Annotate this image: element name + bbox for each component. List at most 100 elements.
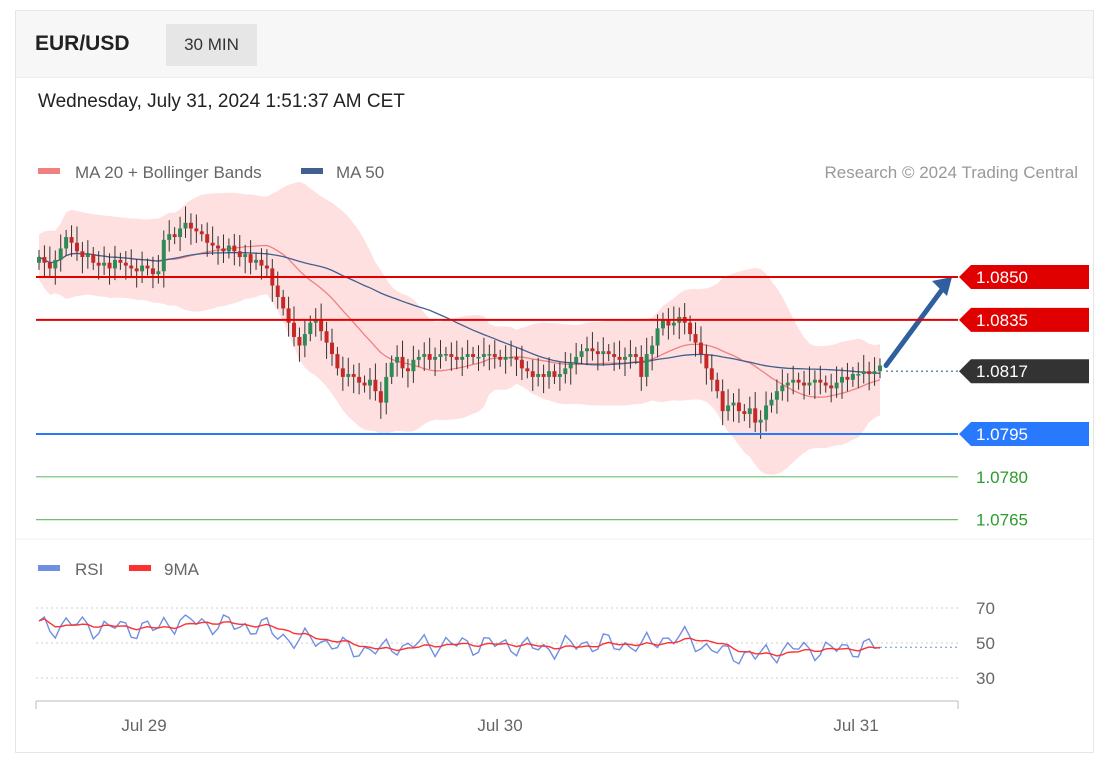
rsi-line: [38, 614, 881, 665]
candle-body: [400, 356, 405, 369]
candle: [471, 346, 476, 365]
candle-body: [650, 345, 655, 355]
candle: [112, 245, 117, 281]
candle: [525, 361, 530, 379]
candle: [292, 306, 297, 347]
candle-body: [693, 334, 698, 343]
candle: [150, 256, 155, 289]
candle-body: [118, 259, 123, 263]
candle-body: [194, 228, 199, 232]
candle-body: [112, 259, 117, 269]
candle: [460, 347, 465, 377]
candle-body: [639, 356, 644, 377]
rsi-legend-swatch: [38, 565, 60, 571]
candle-body: [102, 262, 107, 266]
candle-body: [867, 371, 872, 375]
candle-body: [840, 376, 845, 383]
price-level-current: 1.0817: [886, 359, 1089, 384]
candle: [378, 381, 383, 419]
candle: [443, 346, 448, 362]
candle-body: [42, 257, 47, 263]
rsi-level-label: 50: [976, 634, 995, 653]
candle: [541, 364, 546, 394]
price-level-support: 1.0795: [36, 422, 1089, 446]
candle: [764, 391, 769, 432]
ma50-legend-swatch: [301, 168, 323, 174]
candle-body: [416, 356, 421, 360]
candle: [194, 214, 199, 244]
candle-body: [449, 354, 454, 357]
candle-body: [541, 374, 546, 377]
candle-body: [736, 402, 741, 412]
candle: [199, 224, 204, 242]
candle: [503, 345, 508, 374]
candle-body: [471, 354, 476, 357]
candle-body: [666, 319, 671, 326]
candle: [42, 245, 47, 277]
candle: [812, 370, 817, 399]
candle-body: [302, 334, 307, 346]
candle-body: [80, 251, 85, 258]
candle-body: [140, 265, 145, 272]
candle: [780, 369, 785, 401]
candle: [492, 340, 497, 369]
interval-button[interactable]: 30 MIN: [166, 24, 257, 66]
candle: [606, 344, 611, 362]
candle-body: [606, 351, 611, 355]
candle: [612, 342, 617, 371]
candle-body: [764, 405, 769, 420]
target-arrow: [883, 284, 947, 368]
candle-body: [58, 248, 63, 260]
rsi-ma-legend-swatch: [129, 565, 151, 571]
candle-body: [492, 354, 497, 357]
candle-body: [123, 262, 128, 266]
candle: [395, 345, 400, 377]
candle-body: [259, 259, 264, 266]
candle: [107, 253, 112, 285]
candle-body: [536, 374, 541, 377]
chart-header: EUR/USD 30 MIN: [16, 11, 1093, 78]
candle: [178, 216, 183, 252]
candle: [389, 355, 394, 385]
candle: [167, 220, 172, 252]
candle-body: [742, 411, 747, 415]
candle: [346, 357, 351, 387]
candle: [188, 213, 193, 245]
candle: [340, 356, 345, 391]
candle: [622, 347, 627, 377]
candle-body: [254, 259, 259, 263]
candle: [96, 251, 101, 280]
candle-body: [199, 231, 204, 235]
candle: [791, 365, 796, 395]
candle-body: [698, 342, 703, 355]
candle-body: [547, 371, 552, 377]
candle: [102, 246, 107, 276]
candle: [324, 321, 329, 359]
candle: [281, 289, 286, 316]
candle-body: [150, 268, 155, 275]
candle-body: [622, 356, 627, 360]
rsi-level-label: 30: [976, 669, 995, 688]
level-tag: [959, 422, 1089, 446]
candle-body: [671, 322, 676, 326]
candle: [297, 327, 302, 362]
candle: [536, 357, 541, 387]
candle: [802, 370, 807, 400]
candle: [37, 249, 41, 270]
candle-body: [574, 356, 579, 363]
candle-body: [829, 385, 834, 389]
candle-body: [389, 362, 394, 377]
candle: [319, 303, 324, 341]
candle-body: [313, 319, 318, 323]
price-level-secondary: 1.0780: [36, 468, 1028, 487]
candle: [704, 344, 709, 385]
candle-body: [188, 222, 193, 229]
candle: [509, 340, 514, 367]
candle: [547, 357, 552, 389]
candle-body: [552, 371, 557, 377]
candle: [243, 244, 248, 274]
candle-body: [856, 374, 861, 376]
candle: [666, 308, 671, 340]
candle-body: [579, 351, 584, 357]
candle-body: [774, 391, 779, 400]
